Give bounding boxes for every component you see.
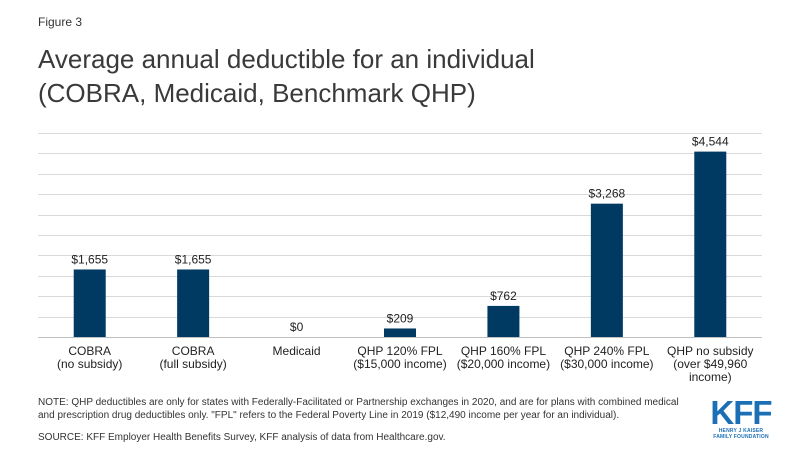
bar [73, 269, 106, 337]
x-tick-label-line: QHP 120% FPL [357, 344, 442, 358]
x-tick-label-line: income) [689, 370, 732, 384]
x-tick-label: QHP no subsidy (over $49,960 income) [667, 344, 754, 384]
x-tick-label-line: ($20,000 income) [457, 357, 550, 371]
chart-title-line-1: Average annual deductible for an individ… [38, 44, 535, 74]
x-tick-label-line: (full subsidy) [159, 357, 226, 371]
chart-source: SOURCE: KFF Employer Health Benefits Sur… [38, 432, 446, 443]
x-tick-label-line: ($30,000 income) [560, 357, 653, 371]
x-tick-label-line: (over $49,960 [673, 357, 747, 371]
data-label: $1,655 [71, 252, 108, 266]
x-tick-label-line: QHP 240% FPL [564, 344, 649, 358]
bar [694, 151, 727, 337]
x-tick-label-line: Medicaid [273, 344, 321, 358]
x-tick-label: QHP 160% FPL ($20,000 income) [457, 344, 550, 371]
x-tick-label: QHP 240% FPL ($30,000 income) [560, 344, 653, 371]
data-label: $209 [387, 311, 414, 325]
kff-logo: KFF HENRY J KAISER FAMILY FOUNDATION [706, 394, 776, 440]
logo-mark: KFF [710, 394, 772, 431]
figure-label: Figure 3 [38, 15, 83, 29]
x-tick-label: COBRA (no subsidy) [57, 344, 122, 371]
x-tick-label-line: COBRA [68, 344, 111, 358]
bar [487, 305, 520, 337]
x-tick-label-line: QHP 160% FPL [461, 344, 546, 358]
bar [384, 328, 416, 337]
x-tick-label: COBRA (full subsidy) [159, 344, 226, 371]
x-tick-label: QHP 120% FPL ($15,000 income) [353, 344, 446, 371]
bar [177, 269, 210, 337]
x-tick-label-line: (no subsidy) [57, 357, 122, 371]
x-tick-label-line: QHP no subsidy [667, 344, 754, 358]
x-tick-label-line: COBRA [172, 344, 215, 358]
data-label: $762 [490, 289, 517, 303]
logo-line-2: FAMILY FOUNDATION [713, 434, 769, 440]
x-tick-label: Medicaid [273, 344, 321, 358]
data-label: $0 [290, 320, 304, 334]
data-label: $3,268 [589, 187, 626, 201]
chart-title: Average annual deductible for an individ… [38, 42, 738, 110]
chart-title-line-2: (COBRA, Medicaid, Benchmark QHP) [38, 78, 476, 108]
bar [590, 203, 623, 337]
data-label: $1,655 [175, 252, 212, 266]
x-tick-label-line: ($15,000 income) [353, 357, 446, 371]
data-label: $4,544 [692, 135, 729, 149]
logo-line-1: HENRY J KAISER [718, 428, 764, 434]
chart-note: NOTE: QHP deductibles are only for state… [38, 397, 679, 421]
